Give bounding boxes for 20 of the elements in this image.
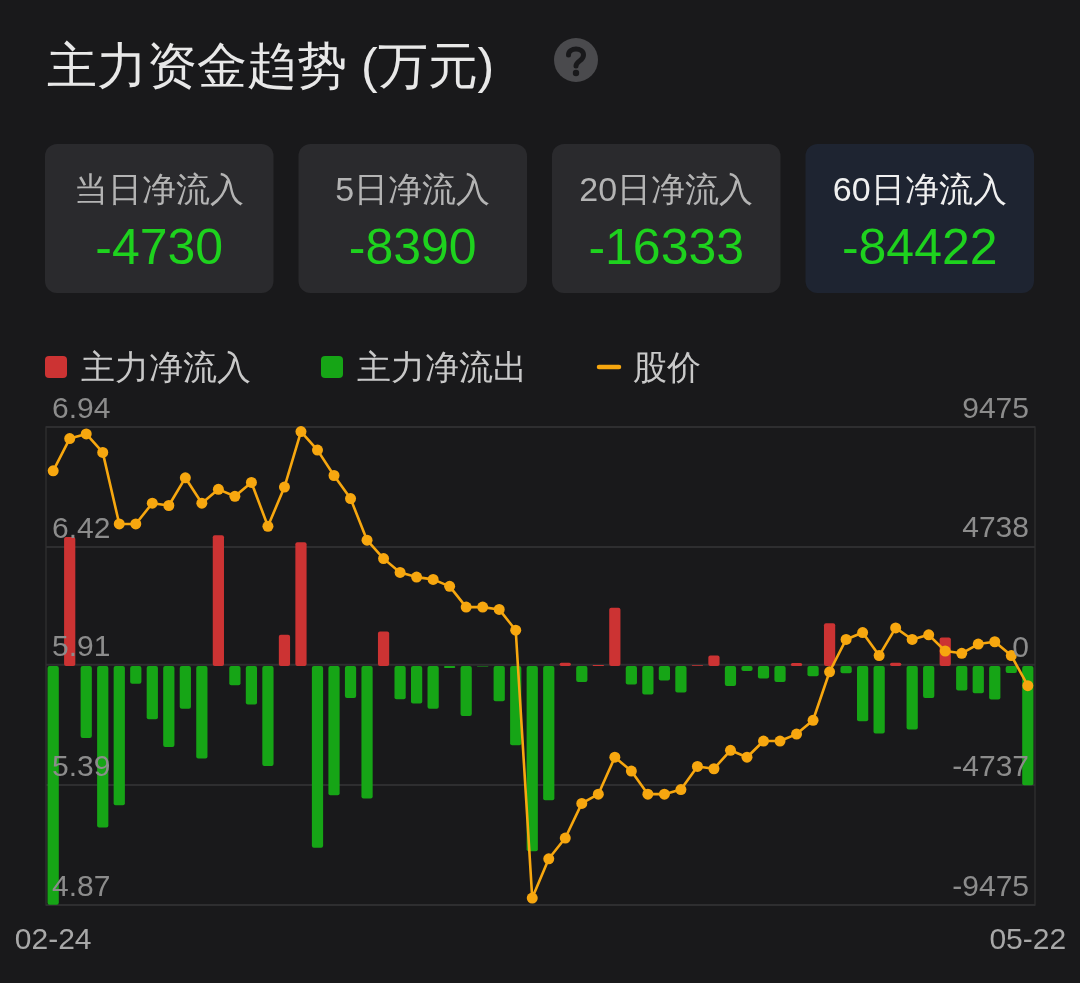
category-label: 20日净流入 [579, 170, 754, 208]
y2-tick-label: 0 [1012, 630, 1029, 663]
x-tick-label: 05-22 [989, 922, 1067, 955]
legend-label: 主力净流入 [81, 348, 251, 386]
text: 主力资金趋势 (万元) [47, 38, 495, 94]
y2-tick-label: 4738 [962, 510, 1029, 544]
category-label: 当日净流入 [74, 170, 245, 208]
y-tick-label: 6.94 [52, 391, 111, 424]
y-tick-label: 6.42 [52, 511, 111, 545]
category-label: 60日净流入 [832, 170, 1007, 208]
data-label: -84422 [841, 219, 998, 275]
data-label: -4730 [95, 219, 224, 275]
y2-tick-label: 9475 [962, 391, 1029, 424]
legend-label: 主力净流出 [357, 348, 527, 386]
category-label: 5日净流入 [335, 170, 491, 208]
x-tick-label: 02-24 [14, 922, 92, 955]
data-label: -16333 [588, 219, 745, 275]
y2-tick-label: -9475 [952, 869, 1029, 902]
data-label: -8390 [348, 219, 477, 275]
legend-label: 股价 [633, 348, 701, 386]
